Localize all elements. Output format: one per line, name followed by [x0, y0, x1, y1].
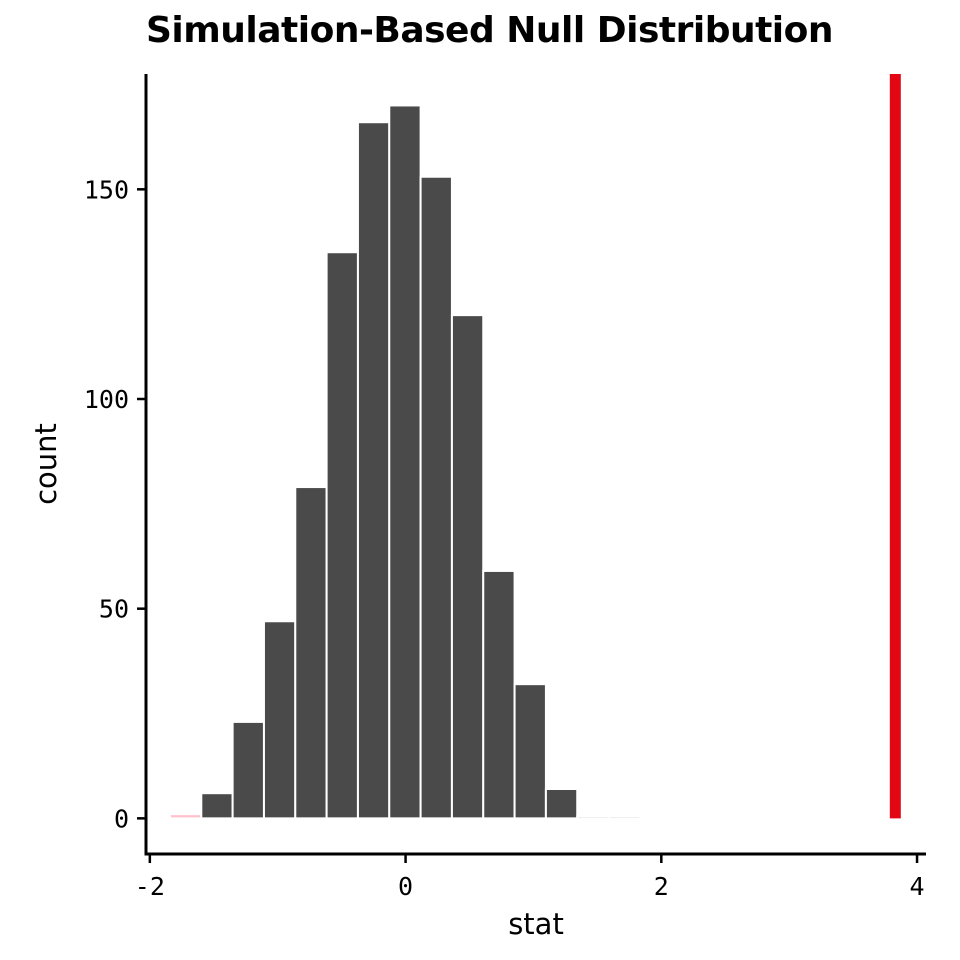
- histogram-bar-2: [231, 720, 265, 820]
- histogram-bar-9: [450, 314, 485, 820]
- histogram-bar-14: [607, 815, 641, 820]
- histogram-bar-0: [168, 813, 203, 820]
- histogram-bar-5: [325, 251, 359, 820]
- histogram-bar-1: [200, 792, 234, 820]
- x-tick-label: 0: [398, 872, 413, 901]
- histogram-bar-8: [419, 175, 453, 820]
- y-axis-ticks: 0 50 100 150: [84, 175, 146, 833]
- histogram-bar-11: [513, 683, 547, 820]
- chart-title: Simulation-Based Null Distribution: [146, 10, 834, 51]
- x-tick-label: -2: [135, 872, 165, 901]
- histogram-bar-12: [544, 788, 579, 820]
- histogram-bar-6: [356, 121, 391, 820]
- x-axis-ticks: -2 0 2 4: [135, 854, 925, 901]
- y-axis-label: count: [29, 423, 63, 505]
- y-tick-label: 100: [84, 385, 129, 414]
- histogram-bar-3: [262, 620, 297, 820]
- x-tick-label: 2: [654, 872, 669, 901]
- y-tick-label: 50: [99, 595, 129, 624]
- y-tick-label: 0: [114, 804, 129, 833]
- histogram-bars: [168, 104, 641, 820]
- x-axis-label: stat: [508, 907, 564, 941]
- y-tick-label: 150: [84, 175, 129, 204]
- histogram-bar-10: [482, 569, 516, 820]
- axes: [144, 74, 926, 856]
- x-tick-label: 4: [910, 872, 925, 901]
- histogram-bar-13: [576, 815, 610, 820]
- histogram-bar-4: [294, 486, 328, 820]
- histogram-bar-7: [388, 104, 422, 820]
